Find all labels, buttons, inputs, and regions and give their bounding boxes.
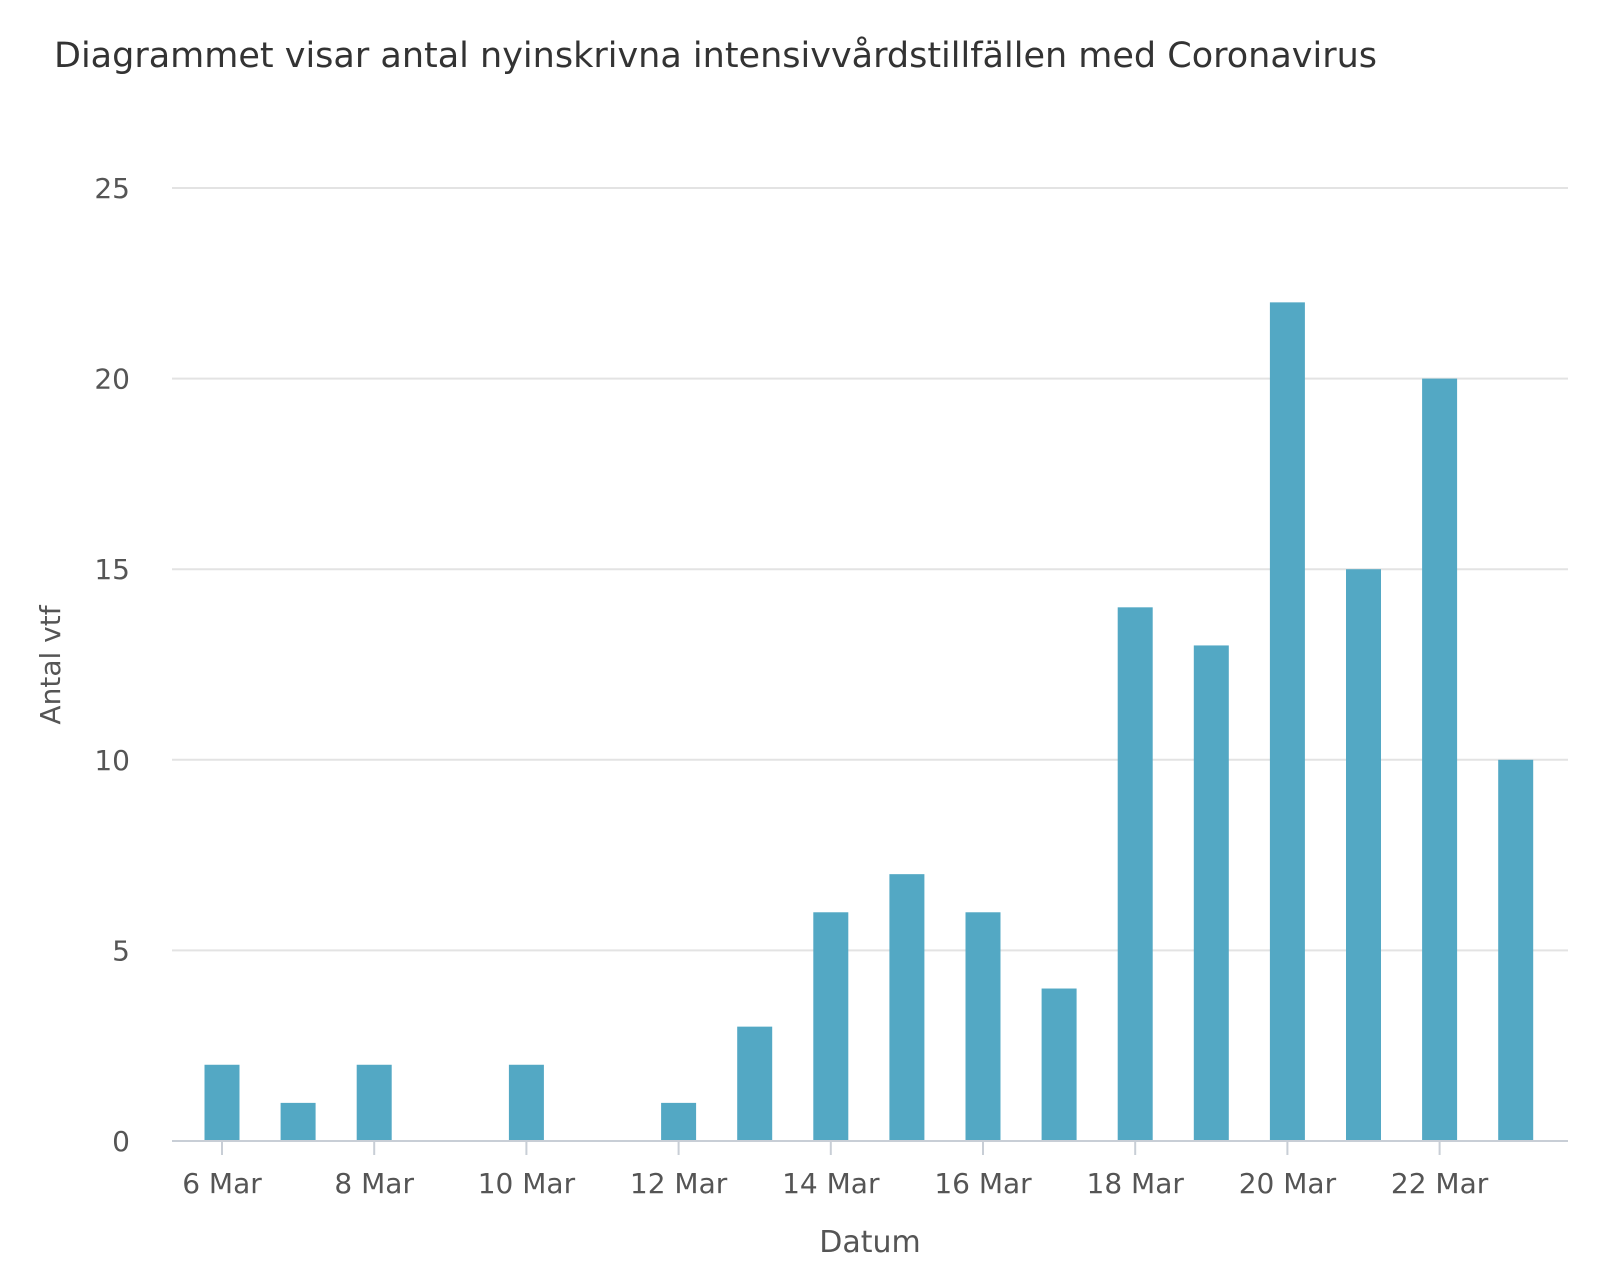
bar — [1117, 607, 1153, 1141]
y-tick-label: 5 — [112, 934, 130, 967]
x-tick-label: 10 Mar — [478, 1167, 576, 1200]
x-tick-label: 22 Mar — [1391, 1167, 1489, 1200]
y-tick-label: 10 — [94, 744, 130, 777]
x-tick-label: 6 Mar — [182, 1167, 262, 1200]
axis-labels: Antal vtf Datum — [34, 604, 921, 1260]
bar — [1346, 569, 1381, 1141]
x-axis-title: Datum — [819, 1225, 920, 1260]
y-axis-title: Antal vtf — [34, 604, 67, 724]
bar — [889, 874, 925, 1141]
bar — [1041, 988, 1077, 1141]
bar — [204, 1064, 240, 1141]
bar — [508, 1064, 544, 1141]
bars — [204, 302, 1534, 1142]
y-tick-label: 0 — [112, 1125, 130, 1158]
bar — [965, 912, 1001, 1141]
bar — [737, 1026, 773, 1141]
y-tick-label: 20 — [94, 363, 130, 396]
axes: 0 5 10 15 20 25 6 Mar 8 Mar 10 Mar 12 Mar 14 Mar 16… — [94, 172, 1568, 1200]
bar — [280, 1102, 316, 1141]
bar — [1498, 759, 1534, 1141]
x-tick-label: 12 Mar — [630, 1167, 728, 1200]
x-tick-label: 18 Mar — [1087, 1167, 1185, 1200]
bar — [1269, 302, 1305, 1141]
bar — [356, 1064, 392, 1141]
x-tick-label: 20 Mar — [1239, 1167, 1337, 1200]
bar — [1193, 645, 1229, 1141]
x-tick-label: 14 Mar — [782, 1167, 880, 1200]
y-tick-label: 15 — [94, 553, 130, 586]
y-tick-label: 25 — [94, 172, 130, 205]
chart-title: Diagrammet visar antal nyinskrivna inten… — [54, 36, 1378, 76]
x-tick-label: 16 Mar — [934, 1167, 1032, 1200]
bar — [1422, 378, 1458, 1142]
gridlines — [172, 187, 1568, 952]
bar — [661, 1102, 697, 1141]
x-tick-label: 8 Mar — [334, 1167, 414, 1200]
bar — [813, 912, 849, 1141]
